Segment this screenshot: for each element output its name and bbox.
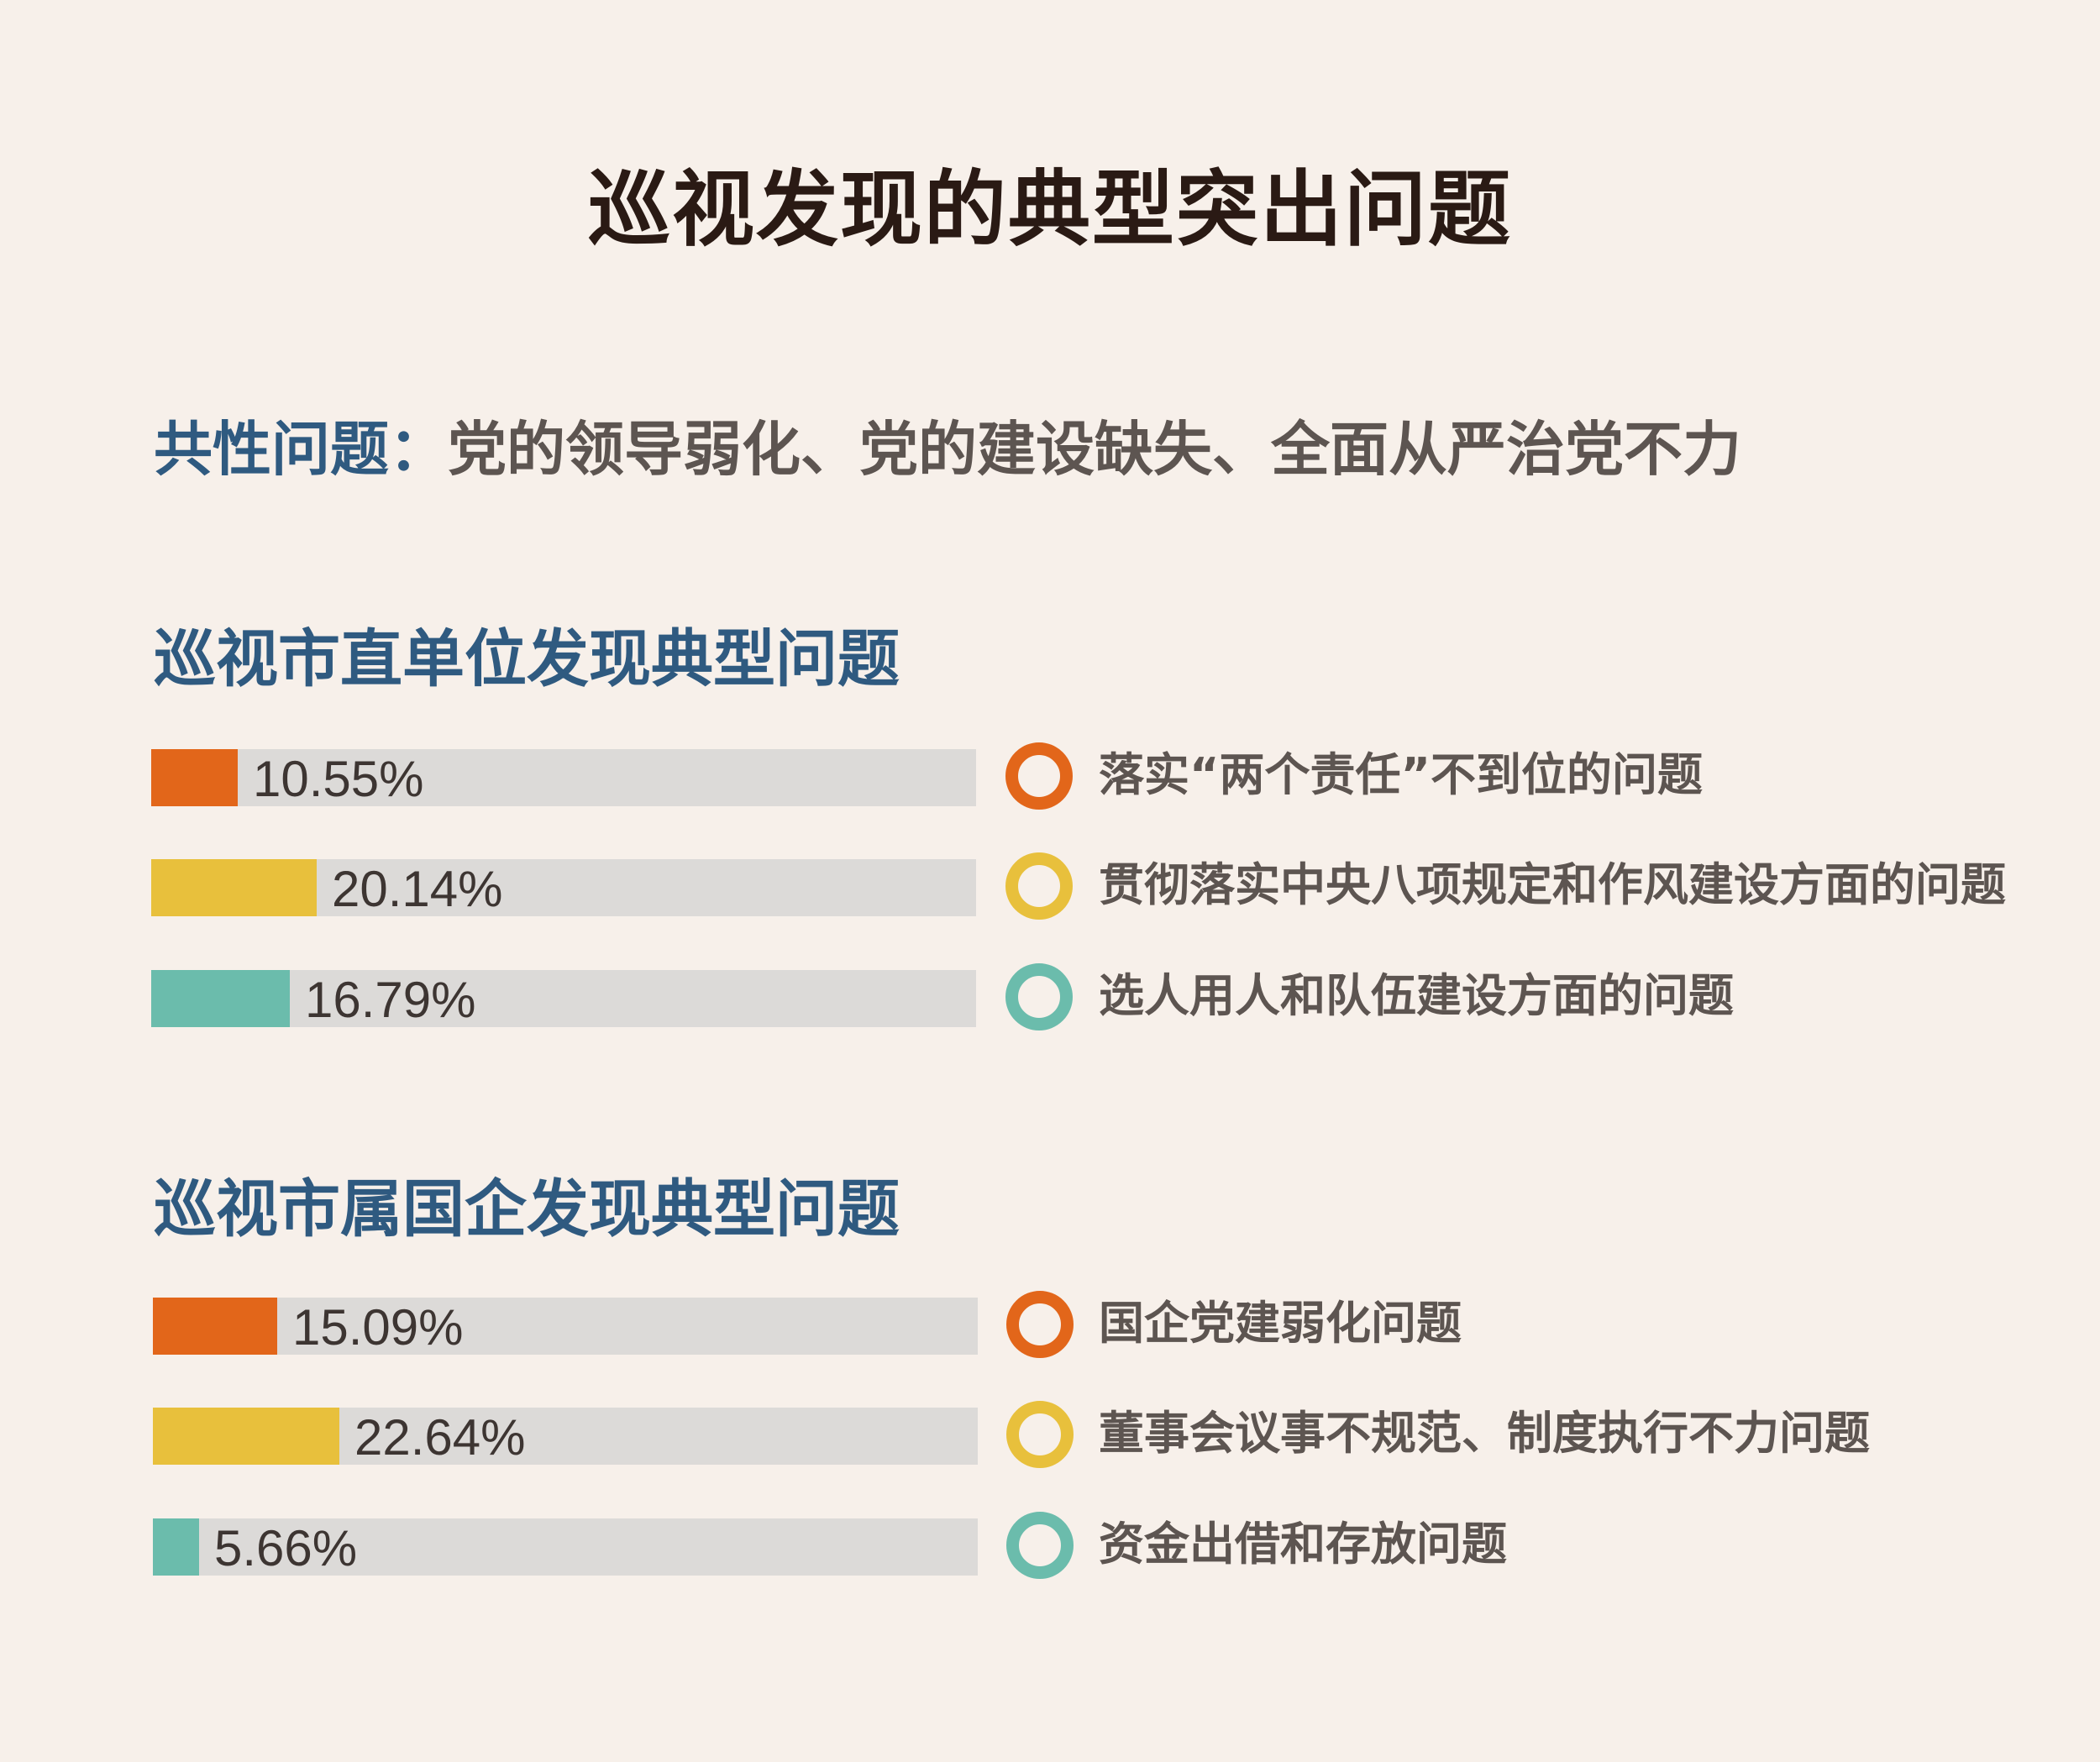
section-title-municipal-units: 巡视市直单位发现典型问题 (154, 623, 900, 695)
bar-track: 22.64% (153, 1408, 978, 1466)
common-issues: 共性问题：党的领导弱化、党的建设缺失、全面从严治党不力 (154, 412, 1741, 487)
section-title-state-enterprises: 巡视市属国企发现典型问题 (154, 1173, 900, 1245)
bar-value-label: 16.79% (305, 972, 476, 1028)
legend-ring-icon (1005, 963, 1073, 1030)
category-label: 选人用人和队伍建设方面的问题 (1099, 969, 1734, 1022)
legend-ring-icon (1006, 1401, 1074, 1468)
bar-row: 16.79% 选人用人和队伍建设方面的问题 (0, 963, 2100, 1030)
bar-track: 15.09% (153, 1298, 978, 1356)
legend-ring-icon (1005, 742, 1073, 810)
category-label: 贯彻落实中央八项规定和作风建设方面的问题 (1099, 858, 2006, 911)
category-label: 落实“两个责任”不到位的问题 (1099, 748, 1703, 801)
bar-row: 22.64% 董事会议事不规范、制度执行不力问题 (0, 1401, 2100, 1468)
bar-row: 10.55% 落实“两个责任”不到位的问题 (0, 742, 2100, 810)
bar-value-label: 22.64% (354, 1409, 526, 1466)
bar-fill (151, 859, 317, 916)
common-issues-label: 共性问题： (154, 415, 448, 484)
bar-row: 15.09% 国企党建弱化问题 (0, 1291, 2100, 1358)
legend-ring-icon (1006, 1291, 1074, 1358)
bar-track: 20.14% (151, 859, 976, 917)
bar-fill (151, 970, 290, 1027)
bar-fill (153, 1408, 339, 1465)
bar-fill (153, 1518, 199, 1576)
category-label: 资金出借和存放问题 (1099, 1518, 1507, 1571)
category-label: 董事会议事不规范、制度执行不力问题 (1099, 1407, 1870, 1460)
page-title: 巡视发现的典型突出问题 (587, 162, 1512, 258)
bar-track: 16.79% (151, 970, 976, 1028)
bar-value-label: 5.66% (214, 1520, 358, 1576)
legend-ring-icon (1005, 852, 1073, 920)
bar-value-label: 15.09% (292, 1299, 464, 1356)
common-issues-text: 党的领导弱化、党的建设缺失、全面从严治党不力 (448, 415, 1741, 484)
bar-fill (153, 1298, 277, 1355)
bar-row: 20.14% 贯彻落实中央八项规定和作风建设方面的问题 (0, 852, 2100, 920)
bar-value-label: 20.14% (332, 861, 503, 917)
bar-track: 10.55% (151, 749, 976, 807)
bar-row: 5.66% 资金出借和存放问题 (0, 1512, 2100, 1579)
bar-value-label: 10.55% (253, 751, 424, 807)
category-label: 国企党建弱化问题 (1099, 1297, 1462, 1350)
bar-track: 5.66% (153, 1518, 978, 1576)
legend-ring-icon (1006, 1512, 1074, 1579)
bar-fill (151, 749, 238, 806)
